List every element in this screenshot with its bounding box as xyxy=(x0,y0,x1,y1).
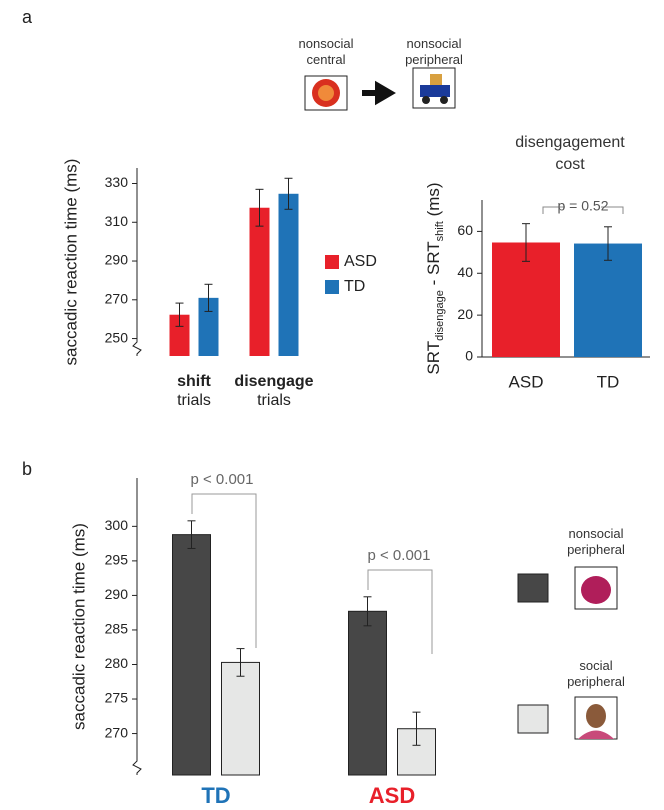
legend-swatch xyxy=(325,255,339,269)
y-axis xyxy=(132,478,142,775)
y-tick-label: 285 xyxy=(105,621,129,637)
train-icon xyxy=(422,96,430,104)
legend-swatch xyxy=(517,704,549,734)
onion-icon xyxy=(581,576,611,604)
y-axis-label-part: SRT xyxy=(424,341,443,375)
bar xyxy=(221,661,260,776)
y-axis-label: SRTdisengage - SRTshift (ms) xyxy=(424,182,445,374)
chart-title: disengagement cost xyxy=(515,134,625,173)
y-tick-label: 280 xyxy=(105,655,129,671)
x-tick-sublabel: trials xyxy=(177,392,211,409)
significance-bracket xyxy=(542,206,624,214)
legend-label: TD xyxy=(344,278,365,295)
legend-label: nonsocial peripheral xyxy=(567,526,625,557)
stimulus-label: nonsocial central xyxy=(298,36,354,67)
bar xyxy=(278,193,299,356)
bar xyxy=(198,297,219,356)
significance-bracket xyxy=(191,493,257,648)
stimulus-label: nonsocial peripheral xyxy=(405,36,463,67)
y-axis xyxy=(132,168,142,356)
x-tick-sublabel: trials xyxy=(257,392,291,409)
y-axis-label: saccadic reaction time (ms) xyxy=(69,523,88,730)
x-tick-label: ASD xyxy=(509,372,544,391)
face-icon xyxy=(578,730,614,739)
significance-bracket xyxy=(367,569,433,654)
y-tick-label: 20 xyxy=(457,306,473,322)
panel-label: b xyxy=(22,459,32,479)
train-icon xyxy=(440,96,448,104)
annotation: p < 0.001 xyxy=(191,471,254,488)
y-tick-label: 290 xyxy=(105,586,129,602)
x-tick-label: TD xyxy=(201,783,230,808)
face-icon xyxy=(586,704,606,728)
arrow xyxy=(362,80,396,106)
bar xyxy=(574,243,642,357)
y-axis-label-part: (ms) xyxy=(424,182,443,221)
y-axis-label-part: disengage xyxy=(434,290,446,341)
annotation: p = 0.52 xyxy=(558,198,609,214)
y-tick-label: 40 xyxy=(457,264,473,280)
train-icon xyxy=(420,85,450,97)
legend-swatch xyxy=(517,573,549,603)
y-tick-label: 270 xyxy=(105,724,129,740)
annotation: p < 0.001 xyxy=(368,547,431,564)
bar xyxy=(172,534,211,776)
legend-swatch xyxy=(325,280,339,294)
y-tick-label: 290 xyxy=(105,252,129,268)
train-icon xyxy=(430,74,442,85)
bar xyxy=(169,314,190,356)
panel-label: a xyxy=(22,7,33,27)
x-tick-label: ASD xyxy=(369,783,415,808)
y-tick-label: 310 xyxy=(105,213,129,229)
legend-label: ASD xyxy=(344,253,377,270)
y-tick-label: 300 xyxy=(105,517,129,533)
y-tick-label: 270 xyxy=(105,290,129,306)
y-tick-label: 295 xyxy=(105,552,129,568)
x-tick-label: shift xyxy=(177,373,211,390)
tomato-icon xyxy=(318,85,334,101)
y-axis-label-part: shift xyxy=(434,221,446,241)
x-tick-label: TD xyxy=(597,372,620,391)
y-axis-label: saccadic reaction time (ms) xyxy=(61,159,80,366)
x-tick-label: disengage xyxy=(234,373,313,390)
legend-label: social peripheral xyxy=(567,658,625,689)
y-tick-label: 275 xyxy=(105,690,129,706)
y-tick-label: 60 xyxy=(457,222,473,238)
bar xyxy=(249,207,270,356)
bar xyxy=(348,610,387,776)
y-tick-label: 330 xyxy=(105,174,129,190)
y-axis-label-part: - SRT xyxy=(424,241,443,290)
y-tick-label: 0 xyxy=(465,348,473,364)
y-tick-label: 250 xyxy=(105,329,129,345)
